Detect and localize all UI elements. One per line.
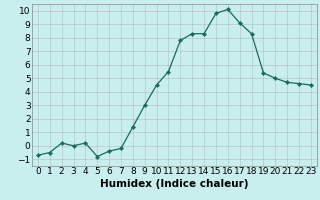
X-axis label: Humidex (Indice chaleur): Humidex (Indice chaleur) xyxy=(100,179,249,189)
